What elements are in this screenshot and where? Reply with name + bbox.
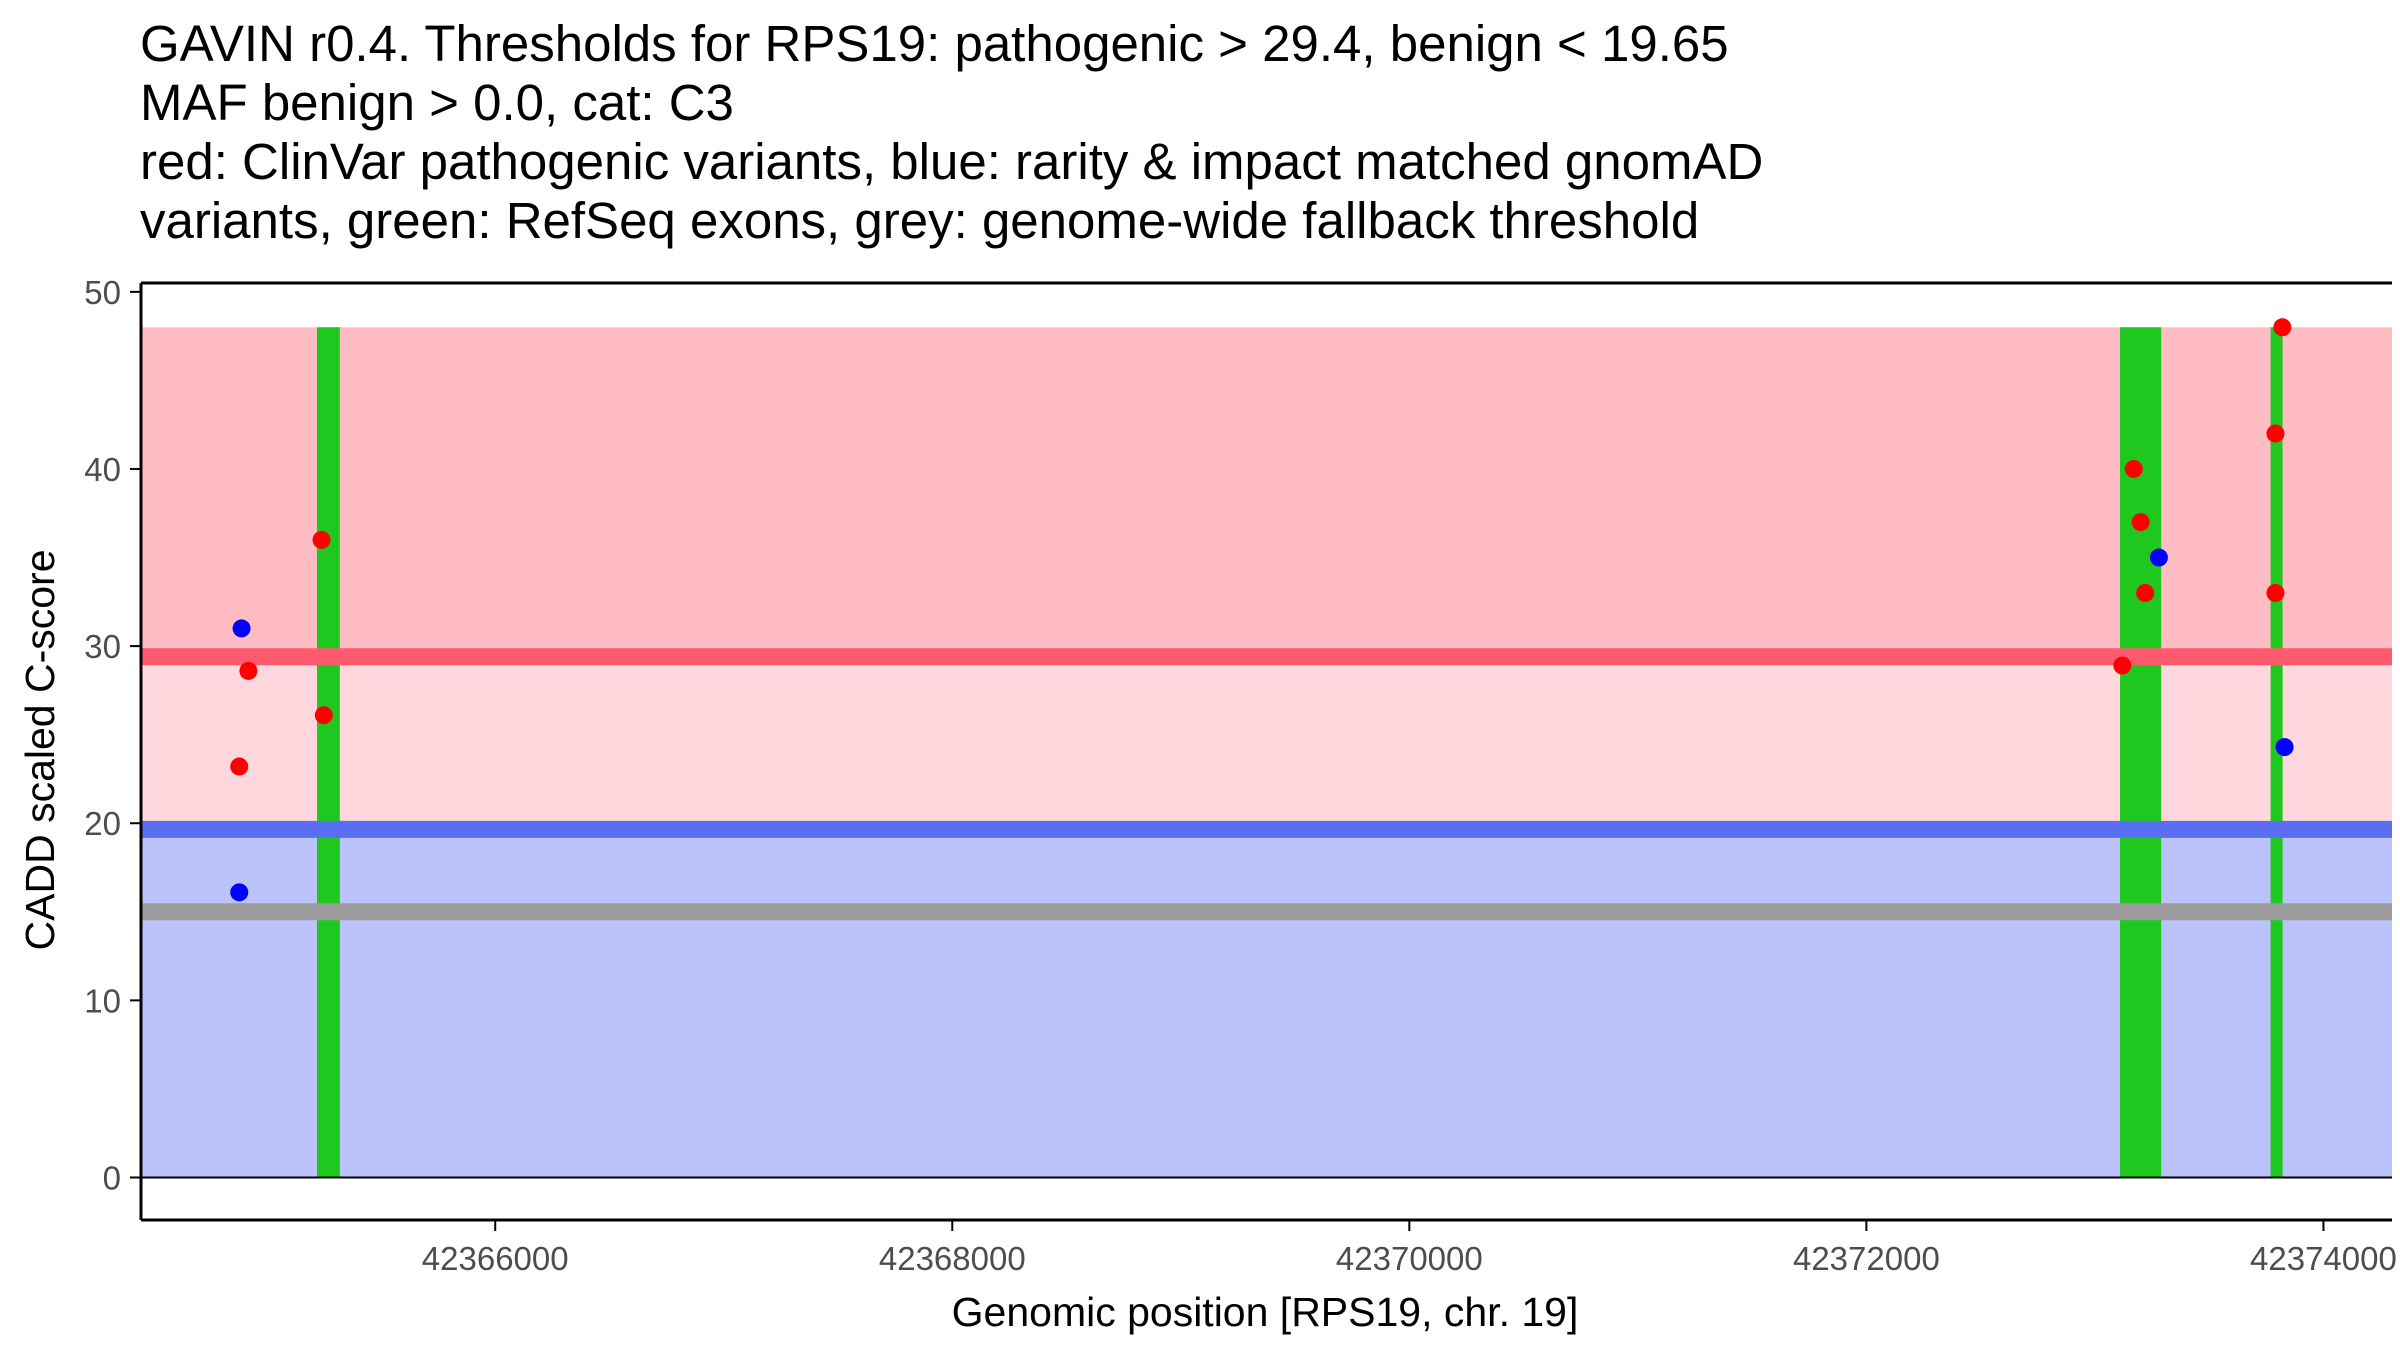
axes: 0 10 20 30 40 50 42366000 42368000 42370000 42372…	[84, 274, 2397, 1277]
title-line-1: GAVIN r0.4. Thresholds for RPS19: pathog…	[140, 15, 1729, 72]
y-tick-label-30: 30	[84, 628, 121, 665]
x-tick-label-42368000: 42368000	[879, 1240, 1026, 1277]
title-line-2: MAF benign > 0.0, cat: C3	[140, 74, 734, 131]
x-tick-label-42370000: 42370000	[1336, 1240, 1483, 1277]
clinvar-point-4	[314, 706, 333, 725]
x-tick-label-42372000: 42372000	[1793, 1240, 1940, 1277]
x-axis-label: Genomic position [RPS19, chr. 19]	[952, 1289, 1579, 1335]
exon-bar-3	[2270, 327, 2283, 1178]
x-tick-label-42366000: 42366000	[422, 1240, 569, 1277]
gnomad-point-4	[2275, 738, 2294, 757]
clinvar-point-1	[230, 757, 249, 776]
variant-points	[230, 318, 2294, 902]
clinvar-point-5	[2113, 656, 2132, 675]
y-tick-label-10: 10	[84, 982, 121, 1019]
threshold-bands	[141, 327, 2392, 1178]
clinvar-point-2	[239, 661, 258, 680]
clinvar-point-8	[2136, 583, 2155, 602]
x-tick-label-42374000: 42374000	[2250, 1240, 2397, 1277]
exon-bar-2	[2120, 327, 2162, 1178]
clinvar-point-10	[2266, 583, 2285, 602]
y-tick-label-50: 50	[84, 274, 121, 311]
y-tick-label-0: 0	[103, 1159, 121, 1196]
benign-region	[141, 829, 2392, 1178]
y-axis-label: CADD scaled C-score	[17, 550, 63, 951]
title-line-4: variants, green: RefSeq exons, grey: gen…	[140, 192, 1700, 249]
intermediate-region	[141, 656, 2392, 830]
pathogenic-region	[141, 327, 2392, 657]
threshold-lines	[141, 648, 2392, 1179]
clinvar-point-3	[312, 530, 331, 549]
chart-title: GAVIN r0.4. Thresholds for RPS19: pathog…	[140, 14, 2360, 250]
gnomad-point-3	[2149, 548, 2168, 567]
title-line-3: red: ClinVar pathogenic variants, blue: …	[140, 133, 1764, 190]
clinvar-point-6	[2124, 459, 2143, 478]
y-tick-label-40: 40	[84, 451, 121, 488]
clinvar-point-9	[2266, 424, 2285, 443]
gnomad-point-2	[230, 883, 249, 902]
clinvar-point-11	[2273, 318, 2292, 337]
clinvar-point-7	[2131, 513, 2150, 532]
gnomad-point-1	[232, 619, 251, 638]
y-tick-label-20: 20	[84, 805, 121, 842]
exon-bar-1	[316, 327, 340, 1178]
